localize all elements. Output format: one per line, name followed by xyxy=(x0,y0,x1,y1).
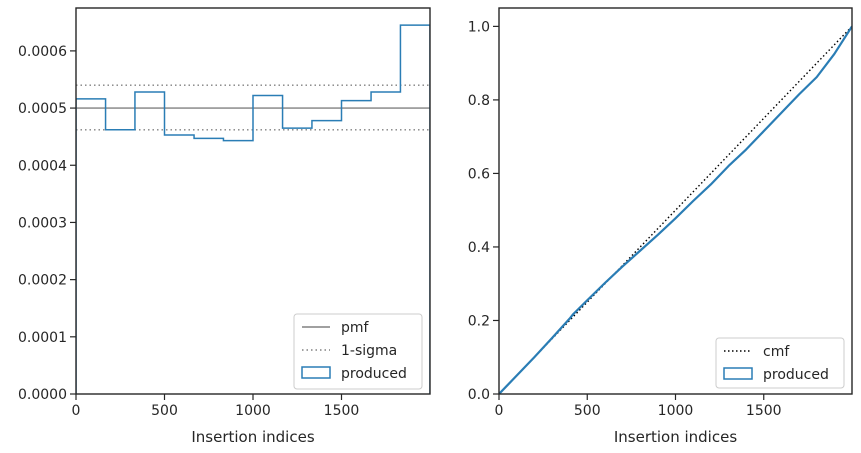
y-tick-label: 0.0004 xyxy=(18,158,67,174)
legend-label: pmf xyxy=(341,320,370,336)
x-tick-label: 1500 xyxy=(324,403,360,419)
right-chart: 0 500 1000 1500 0.0 0.2 0.4 0.6 0.8 1.0 Insertion … xyxy=(468,7,853,446)
legend-label: cmf xyxy=(763,344,790,360)
y-tick-label: 0.0002 xyxy=(18,273,67,289)
legend: pmf 1-sigma produced xyxy=(293,313,423,390)
axes-frame xyxy=(498,7,853,395)
legend-produced-swatch xyxy=(723,367,753,380)
y-tick-label: 0.0006 xyxy=(18,44,67,60)
legend: cmf produced xyxy=(715,337,845,389)
y-tick-label: 0.6 xyxy=(468,166,490,182)
plot-area xyxy=(499,25,852,394)
y-tick-label: 0.0000 xyxy=(18,387,67,403)
x-axis-label: Insertion indices xyxy=(614,428,737,446)
legend-produced-swatch xyxy=(301,366,331,379)
y-tick-label: 1.0 xyxy=(468,19,490,35)
left-chart: 0 500 1000 1500 0.0000 0.0001 0.0002 0.0003 0.00… xyxy=(18,7,431,446)
y-tick-label: 0.0005 xyxy=(18,101,67,117)
y-tick-label: 0.4 xyxy=(468,240,490,256)
legend-label: 1-sigma xyxy=(341,343,397,359)
x-tick-label: 0 xyxy=(72,403,81,419)
x-tick-label: 1000 xyxy=(658,403,694,419)
x-tick-label: 1500 xyxy=(746,403,782,419)
y-tick-label: 0.8 xyxy=(468,93,490,109)
legend-label: produced xyxy=(763,367,829,383)
x-tick-label: 0 xyxy=(495,403,504,419)
legend-label: produced xyxy=(341,366,407,382)
x-tick-label: 500 xyxy=(574,403,601,419)
y-tick-label: 0.0 xyxy=(468,387,490,403)
y-tick-label: 0.0001 xyxy=(18,330,67,346)
axes-frame xyxy=(75,7,431,395)
y-tick-label: 0.0003 xyxy=(18,215,67,231)
x-axis-label: Insertion indices xyxy=(191,428,314,446)
legend-box xyxy=(293,313,423,390)
produced-histogram xyxy=(76,24,430,394)
y-tick-label: 0.2 xyxy=(468,313,490,329)
plot-area xyxy=(76,24,430,394)
x-tick-label: 500 xyxy=(151,403,178,419)
x-tick-label: 1000 xyxy=(235,403,271,419)
produced-cumulative-line xyxy=(499,25,852,394)
